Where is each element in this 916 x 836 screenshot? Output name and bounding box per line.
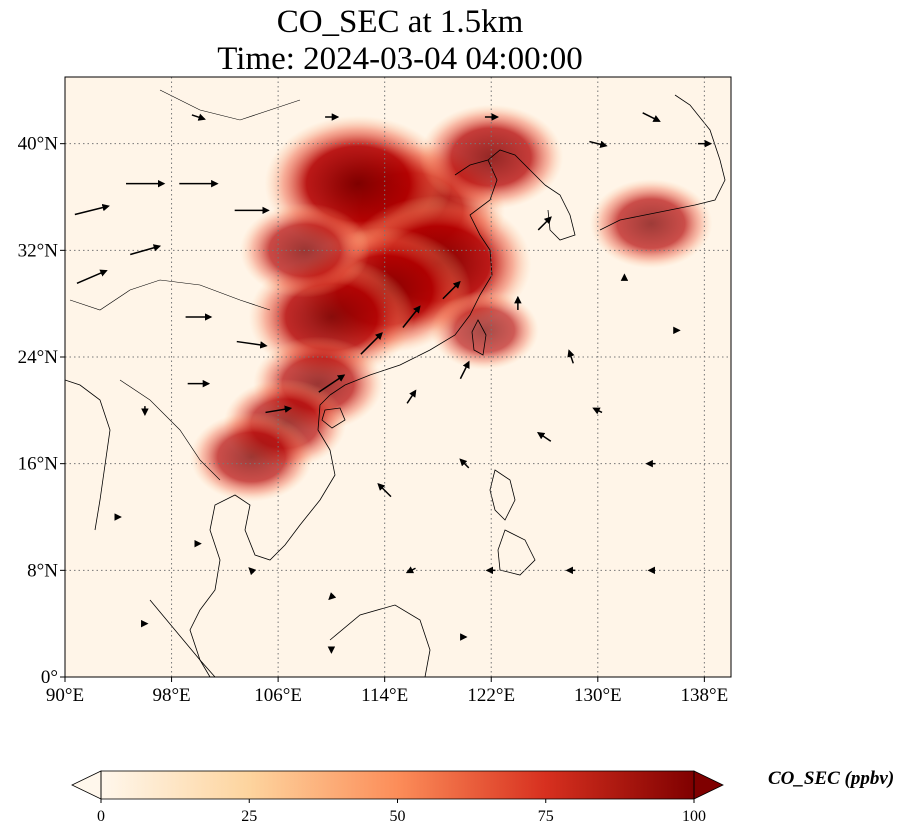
wind-vector-20 <box>377 482 392 498</box>
gridlines <box>65 77 731 677</box>
border-inland-2 <box>159 89 301 121</box>
colorbar: 0 25 50 75 100 <box>71 770 724 825</box>
wind-vector-25 <box>642 112 661 122</box>
coastline-japan <box>599 94 726 231</box>
coastline-china-east <box>329 159 498 396</box>
lat-tick-label-3: 24°N <box>18 347 59 368</box>
wind-vector-29 <box>191 113 206 121</box>
coastline-bohai <box>454 149 546 186</box>
coastline-indochina <box>189 394 336 677</box>
lat-tick-label-1: 8°N <box>27 560 58 581</box>
colorbar-label: CO_SEC (ppbv) <box>768 768 895 789</box>
colorbar-gradient <box>101 771 694 799</box>
colorbar-tick-label-4: 100 <box>682 808 706 825</box>
wind-vector-21 <box>592 407 603 415</box>
wind-vector-4 <box>76 269 108 284</box>
wind-vector-0 <box>74 203 110 216</box>
chart-title-line-1: CO_SEC at 1.5km <box>276 4 524 40</box>
lat-tick-label-2: 16°N <box>18 454 59 475</box>
colorbar-min-extend <box>71 770 102 800</box>
lon-tick-label-4: 122°E <box>467 685 515 706</box>
latitude-ticks: 0° 8°N 16°N 24°N 32°N 40°N <box>18 134 65 688</box>
wind-vector-11 <box>360 332 383 355</box>
colorbar-tick-label-2: 50 <box>390 808 406 825</box>
border-inland-3 <box>119 379 221 481</box>
wind-vector-layer <box>74 112 713 654</box>
plume-region-8 <box>190 412 313 502</box>
wind-vector-7 <box>236 340 268 349</box>
longitude-ticks: 90°E 98°E 106°E 114°E 122°E 130°E 138°E <box>46 677 728 706</box>
wind-vector-34 <box>328 592 337 601</box>
colorbar-tick-label-0: 0 <box>97 808 105 825</box>
wind-vector-9 <box>265 405 293 414</box>
wind-vector-24 <box>589 140 608 148</box>
lon-tick-label-6: 138°E <box>681 685 729 706</box>
wind-vector-23 <box>537 216 552 231</box>
wind-vector-5 <box>130 244 162 256</box>
wind-vector-17 <box>567 349 575 364</box>
lon-tick-label-0: 90°E <box>46 685 84 706</box>
wind-vector-18 <box>536 431 552 442</box>
border-inland-1 <box>69 279 271 311</box>
colorbar-tick-label-3: 75 <box>538 808 554 825</box>
wind-vector-15 <box>459 360 470 380</box>
colorbar-tick-label-1: 25 <box>241 808 257 825</box>
lat-tick-label-0: 0° <box>41 667 58 688</box>
plume-region-10 <box>589 179 713 269</box>
wind-vector-14 <box>406 389 417 404</box>
wind-vector-13 <box>442 280 461 300</box>
wind-vector-33 <box>248 567 257 576</box>
lon-tick-label-5: 130°E <box>574 685 622 706</box>
colorbar-ticks: 0 25 50 75 100 <box>97 799 706 825</box>
coastline-philippines-luzon <box>489 469 516 521</box>
coastline-hainan <box>321 407 346 429</box>
map-frame <box>64 76 732 678</box>
wind-vector-35 <box>405 566 416 574</box>
coastline-sumatra <box>149 599 211 677</box>
coastline-taiwan <box>471 319 487 356</box>
colorbar-max-extend <box>693 770 724 800</box>
coastline-borneo <box>329 604 431 677</box>
lat-tick-label-4: 32°N <box>18 240 59 261</box>
coastline-bay-of-bengal <box>65 379 111 531</box>
wind-vector-12 <box>402 305 421 328</box>
coastline-layer <box>65 89 726 677</box>
lon-tick-label-3: 114°E <box>361 685 408 706</box>
lon-tick-label-2: 106°E <box>254 685 302 706</box>
lon-tick-label-1: 98°E <box>152 685 190 706</box>
map-plot-area <box>64 76 732 678</box>
chart-title-line-2: Time: 2024-03-04 04:00:00 <box>217 41 583 77</box>
wind-vector-10 <box>318 374 346 393</box>
wind-vector-19 <box>459 458 470 469</box>
plume-region-11 <box>430 290 539 370</box>
coastline-philippines-south <box>497 529 536 576</box>
lat-tick-label-5: 40°N <box>18 134 59 155</box>
coastline-korea <box>544 184 576 241</box>
